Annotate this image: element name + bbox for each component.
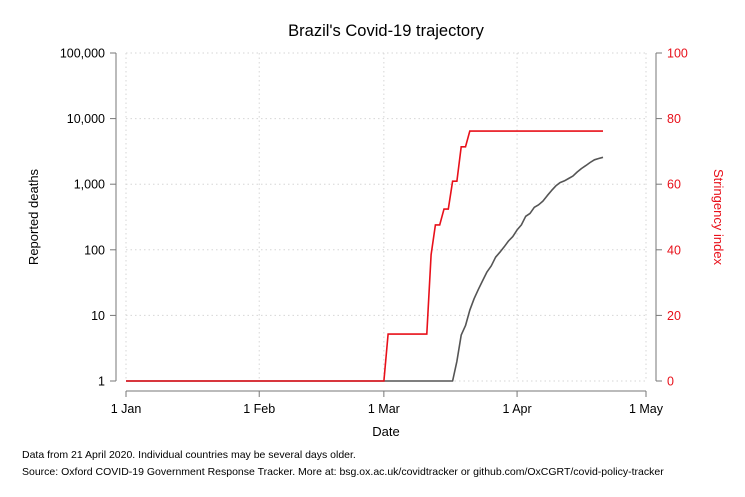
- y-tick-label: 100: [84, 243, 105, 257]
- x-axis-label: Date: [372, 424, 399, 439]
- y2-tick-label: 100: [667, 47, 688, 61]
- y-tick-label: 10: [91, 309, 105, 323]
- y-tick-label: 1: [98, 375, 105, 389]
- source-note: Source: Oxford COVID-19 Government Respo…: [22, 466, 664, 478]
- ticks: 1 Jan 1 Feb 1 Mar 1 Apr 1 May 1 10 100 1,000 10,0…: [60, 47, 688, 417]
- y2-tick-label: 60: [667, 178, 681, 192]
- x-tick-label: 1 Jan: [111, 402, 142, 416]
- y2-tick-label: 80: [667, 112, 681, 126]
- series-layer: [126, 130, 604, 382]
- y2-tick-label: 40: [667, 243, 681, 257]
- chart: 1 Jan 1 Feb 1 Mar 1 Apr 1 May 1 10 100 1,000 10,0…: [26, 22, 726, 439]
- y2-tick-label: 0: [667, 375, 674, 389]
- deaths-line: [126, 156, 604, 382]
- y2-tick-label: 20: [667, 309, 681, 323]
- y2-axis-label: Stringency index: [711, 169, 726, 266]
- y-tick-label: 10,000: [67, 112, 105, 126]
- y-tick-label: 1,000: [74, 178, 105, 192]
- x-tick-label: 1 Feb: [243, 402, 275, 416]
- data-date-note: Data from 21 April 2020. Individual coun…: [22, 449, 356, 461]
- y-axis-label: Reported deaths: [26, 168, 41, 265]
- grid: [125, 52, 647, 382]
- x-tick-label: 1 Mar: [368, 402, 400, 416]
- stringency-line: [126, 130, 603, 382]
- x-tick-label: 1 Apr: [502, 402, 531, 416]
- x-tick-label: 1 May: [629, 402, 664, 416]
- y-tick-label: 100,000: [60, 47, 105, 61]
- chart-title: Brazil's Covid-19 trajectory: [288, 22, 484, 40]
